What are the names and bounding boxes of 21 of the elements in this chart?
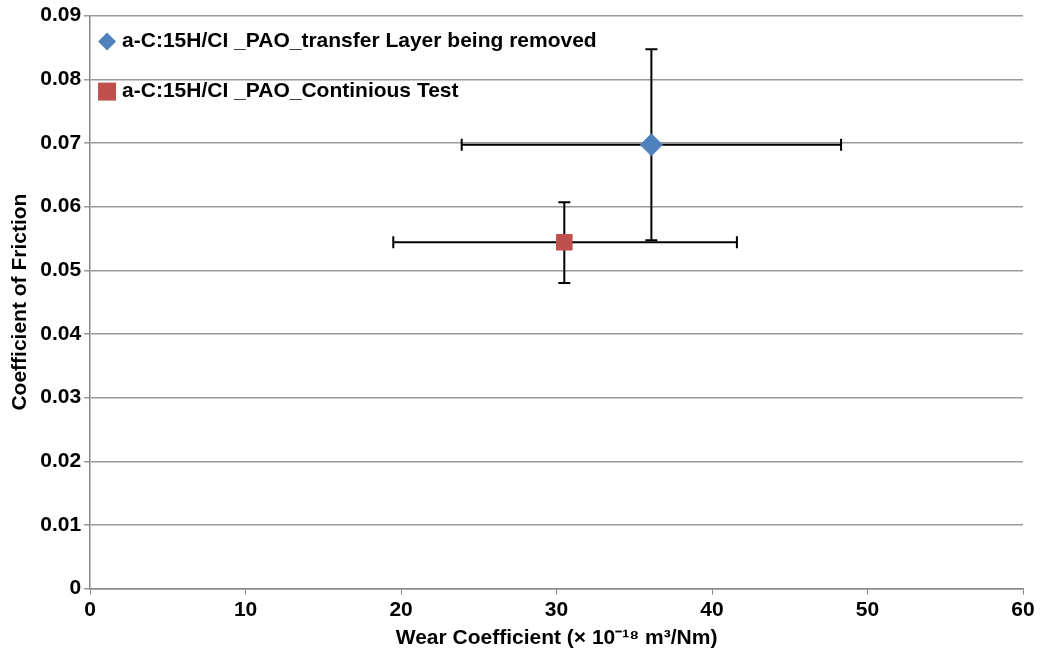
y-tick-label: 0.06 [40, 193, 82, 217]
y-tick-label: 0.09 [40, 2, 82, 26]
y-tick-label: 0.05 [40, 257, 82, 281]
x-tick-label: 50 [855, 597, 880, 620]
y-tick-label: 0.04 [40, 320, 82, 344]
x-tick-label: 40 [700, 597, 724, 620]
y-tick-label: 0.02 [40, 448, 82, 472]
x-axis-title: Wear Coefficient (× 10⁻¹⁸ m³/Nm) [395, 625, 718, 649]
y-tick-label: 0.08 [40, 66, 82, 90]
y-axis-title: Coefficient of Friction [7, 193, 31, 411]
y-tick-label: 0.01 [40, 511, 82, 535]
y-tick-label: 0.07 [40, 129, 82, 153]
legend-label: a-C:15H/CI _PAO_Continious Test [122, 78, 459, 102]
x-tick-label: 60 [1011, 597, 1035, 620]
y-tick-label: 0.03 [40, 384, 82, 408]
x-tick-label: 10 [233, 597, 258, 620]
x-tick-label: 0 [84, 597, 96, 620]
x-tick-label: 30 [544, 597, 569, 620]
x-tick-label: 20 [389, 597, 413, 620]
y-tick-label: 0 [69, 575, 82, 599]
legend-label: a-C:15H/CI _PAO_transfer Layer being removed [122, 28, 597, 52]
